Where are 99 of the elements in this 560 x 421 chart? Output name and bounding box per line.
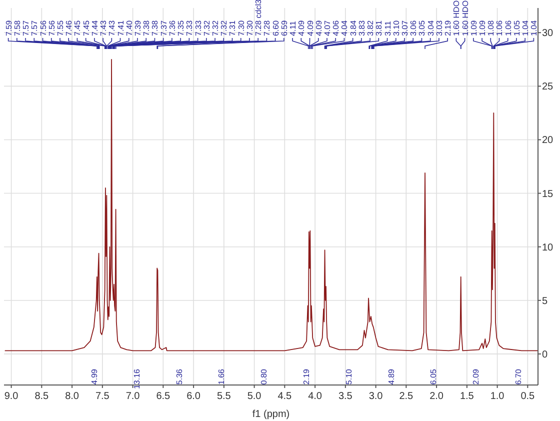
y-tick-label: 0 (542, 349, 548, 360)
annotation: 7.39 (134, 20, 142, 36)
annotation: 6.70 (514, 368, 523, 385)
annotation: 4.06 (332, 20, 341, 36)
x-tick-label: 8.0 (65, 391, 80, 402)
annotation: 1.04 (530, 20, 539, 36)
y-tick-label: 15 (542, 188, 554, 200)
annotation: 7.30 (245, 20, 254, 36)
annotation: 1.06 (495, 20, 504, 36)
annotation: 7.55 (56, 20, 65, 36)
annotation: 4.07 (322, 20, 332, 36)
annotation: 1.05 (512, 20, 522, 36)
annotation: 4.09 (314, 20, 324, 36)
annotation: 7.31 (228, 20, 238, 36)
annotation: 3.06 (409, 20, 418, 36)
annotation: 7.33 (185, 20, 194, 36)
annotation: 7.59 (4, 20, 14, 36)
annotation: 3.83 (357, 20, 366, 36)
x-tick-label: 9.0 (4, 391, 19, 402)
annotation: 1.06 (504, 20, 513, 36)
annotation: 1.60 HDO (452, 0, 462, 36)
x-tick-label: 3.0 (368, 391, 384, 402)
annotation: 3.03 (434, 20, 444, 36)
annotation: 7.45 (82, 20, 91, 36)
annotation: 4.99 (90, 368, 99, 385)
annotation: 6.60 (271, 20, 280, 36)
annotation: 7.37 (159, 20, 168, 36)
annotation: 7.41 (116, 20, 126, 36)
x-tick-label: 2.5 (399, 391, 414, 402)
annotation: 7.44 (90, 20, 100, 36)
annotation: 7.45 (73, 20, 82, 36)
annotation: 1.09 (469, 20, 478, 36)
annotation: 2.09 (472, 368, 481, 385)
annotation: 1.04 (521, 20, 530, 36)
annotation: 7.28 cdcl3 (254, 0, 264, 36)
annotation: 3.04 (426, 20, 436, 36)
annotation: 4.09 (306, 20, 315, 36)
annotation: 1.08 (486, 20, 496, 36)
x-tick-label: 2.0 (430, 391, 444, 402)
annotation: 7.30 (236, 20, 246, 36)
annotation: 7.36 (168, 20, 177, 36)
annotation: 5.36 (174, 368, 184, 385)
annotation: 3.10 (392, 20, 401, 36)
x-tick-label: 3.5 (338, 391, 353, 402)
annotation: 0.80 (260, 368, 269, 385)
annotation: 13.16 (132, 368, 142, 390)
x-tick-label: 1.0 (490, 391, 505, 402)
annotation: 5.10 (344, 368, 354, 385)
annotation: 7.56 (47, 20, 56, 36)
annotation: 7.28 (262, 20, 272, 36)
annotation: 3.07 (400, 20, 410, 36)
annotation: 7.32 (202, 20, 212, 36)
annotation: 1.09 (478, 20, 488, 36)
annotation: 4.09 (297, 20, 306, 36)
x-tick-label: 5.5 (216, 391, 232, 402)
x-tick-label: 6.5 (156, 391, 171, 402)
x-tick-label: 1.5 (460, 391, 474, 402)
x-tick-label: 5.0 (247, 391, 262, 402)
y-tick-label: 30 (542, 28, 554, 40)
annotation: 7.38 (150, 20, 160, 36)
annotation: 1.60 HDO (460, 0, 470, 36)
annotation: 7.32 (220, 20, 229, 36)
annotation: 7.40 (124, 20, 134, 36)
annotation: 7.33 (194, 20, 203, 36)
annotation: 7.43 (99, 20, 108, 36)
y-tick-label: 20 (542, 135, 554, 146)
x-tick-label: 4.0 (308, 391, 322, 402)
annotation: 6.05 (429, 368, 438, 385)
annotation: 1.66 (217, 368, 226, 385)
annotation: 2.19 (302, 368, 311, 385)
y-tick-label: 10 (542, 242, 554, 254)
annotation: 7.35 (176, 20, 186, 36)
annotation: 4.04 (340, 20, 350, 36)
annotation: 7.58 (12, 20, 22, 36)
annotation: 4.89 (386, 368, 396, 385)
annotation: 7.46 (64, 20, 74, 36)
annotation: 7.32 (211, 20, 220, 36)
x-tick-label: 0.5 (520, 391, 536, 402)
x-axis-title: f1 (ppm) (252, 409, 290, 420)
x-tick-label: 7.0 (126, 391, 140, 402)
annotation: 7.57 (22, 20, 31, 36)
annotation: 7.57 (30, 20, 40, 36)
annotation: 3.84 (348, 20, 358, 36)
x-tick-label: 4.5 (278, 391, 292, 402)
x-tick-label: 6.0 (186, 391, 201, 402)
annotation: 3.11 (383, 20, 392, 36)
annotation: 4.11 (288, 20, 298, 36)
annotation: 3.81 (374, 20, 384, 36)
annotation: 7.43 (108, 20, 117, 36)
y-tick-label: 25 (542, 82, 554, 93)
annotation: 6.59 (280, 20, 289, 36)
annotation: 2.19 (444, 20, 453, 36)
annotation: 7.56 (38, 20, 48, 36)
x-tick-label: 8.5 (34, 391, 50, 402)
annotation: 7.38 (142, 20, 152, 36)
x-tick-label: 7.5 (95, 391, 110, 402)
annotation: 3.05 (418, 20, 427, 36)
annotation: 3.82 (366, 20, 376, 36)
y-tick-label: 5 (542, 296, 548, 307)
